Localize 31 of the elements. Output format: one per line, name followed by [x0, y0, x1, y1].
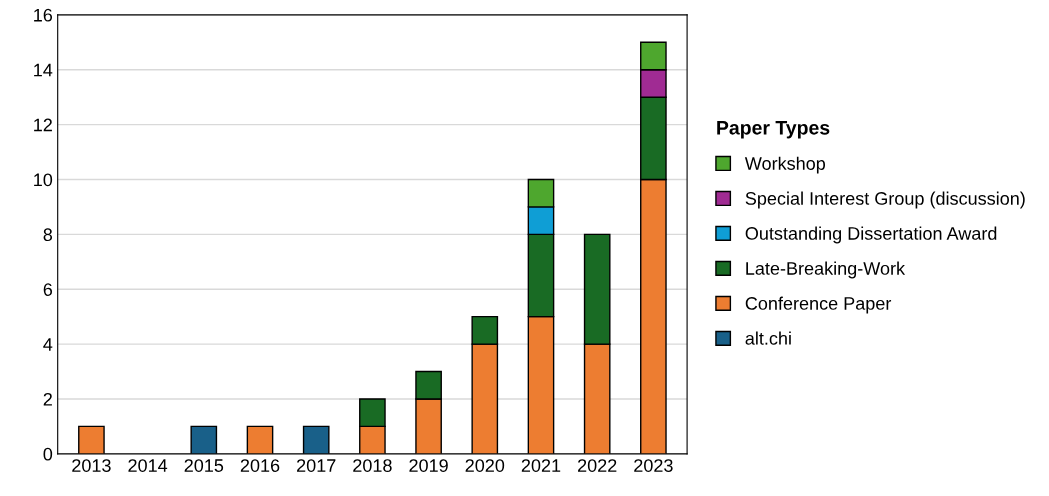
x-tick-label: 2022: [578, 459, 617, 472]
y-tick-label: 10: [34, 173, 53, 187]
bar: [78, 425, 105, 454]
y-tick-label: 4: [43, 338, 53, 351]
x-tick-label: 2017: [297, 459, 336, 472]
legend-label: alt.chi: [745, 331, 791, 345]
legend-label: Outstanding Dissertation Award: [745, 226, 997, 244]
x-tick-label: 2021: [521, 459, 561, 472]
bar: [246, 425, 274, 454]
x-tick-label: 2020: [465, 459, 505, 472]
x-tick-label: 2018: [353, 459, 392, 472]
x-tick-label: 2013: [72, 459, 111, 472]
x-tick-label: 2016: [240, 459, 280, 472]
legend-label: Conference Paper: [745, 296, 892, 314]
legend-title: Paper Types: [717, 121, 830, 139]
x-tick-label: 2019: [409, 459, 448, 472]
bar: [302, 425, 330, 454]
y-tick-label: 14: [34, 63, 53, 77]
y-tick-label: 12: [34, 118, 52, 132]
x-tick-label: 2015: [184, 459, 224, 472]
legend-label: Late-Breaking-Work: [746, 261, 906, 279]
bar: [190, 425, 218, 454]
legend-label: Special Interest Group (discussion): [745, 191, 1025, 209]
y-tick-label: 2: [43, 392, 52, 406]
y-tick-label: 0: [43, 447, 53, 461]
x-tick-label: 2014: [128, 459, 168, 472]
y-tick-label: 8: [43, 228, 53, 242]
legend-label: Workshop: [744, 156, 826, 174]
y-tick-label: 6: [43, 283, 53, 296]
y-tick-label: 16: [34, 8, 53, 22]
x-tick-label: 2023: [634, 459, 673, 472]
